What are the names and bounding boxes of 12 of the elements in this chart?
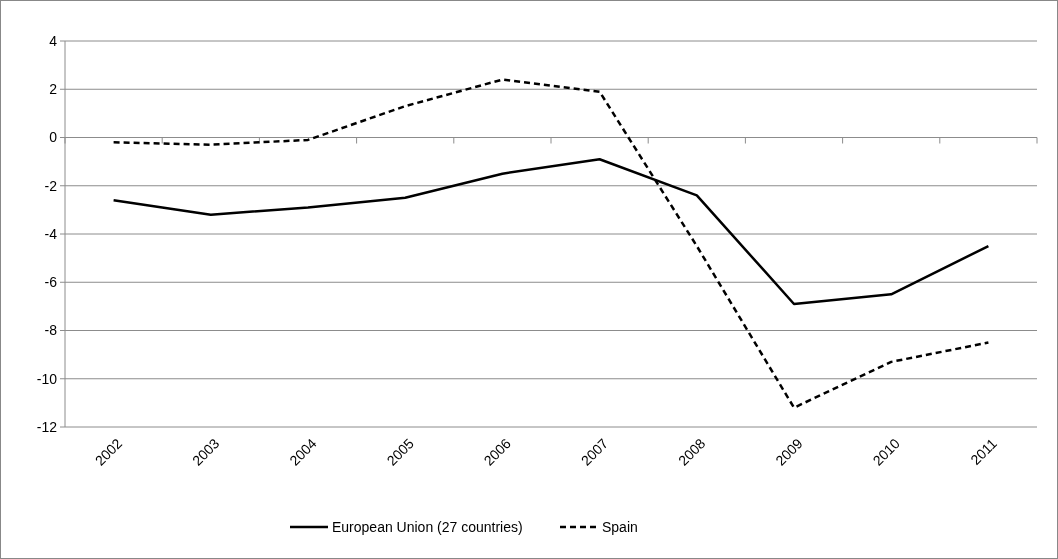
y-tick-label: 2 bbox=[49, 81, 58, 98]
y-tick-label: 0 bbox=[49, 129, 58, 146]
y-tick-label: -12 bbox=[36, 418, 58, 435]
y-tick-label: -2 bbox=[44, 177, 58, 194]
legend-label: European Union (27 countries) bbox=[332, 518, 523, 535]
y-tick-label: -8 bbox=[44, 322, 58, 339]
line-series bbox=[112, 78, 990, 409]
y-tick-label: -10 bbox=[36, 370, 58, 387]
legend-label: Spain bbox=[602, 518, 638, 535]
y-tick-label: -4 bbox=[44, 225, 58, 242]
y-tick-label: 4 bbox=[49, 32, 58, 49]
y-tick-label: -6 bbox=[44, 274, 58, 291]
